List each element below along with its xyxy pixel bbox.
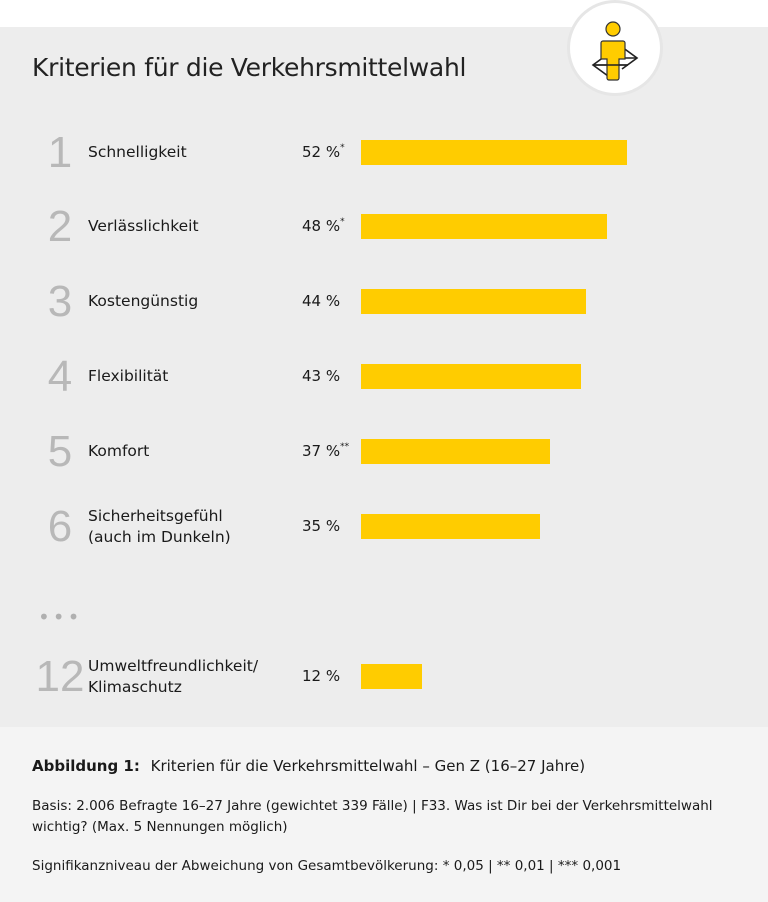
bar [361, 140, 627, 165]
caption-area [0, 727, 768, 902]
significance-marker: * [340, 217, 345, 227]
value-text: 52 % [302, 143, 341, 161]
value-text: 44 % [302, 292, 341, 310]
value-label: 12 % [302, 667, 340, 685]
category-label-line: Klimaschutz [88, 678, 182, 696]
category-label-line: (auch im Dunkeln) [88, 528, 231, 546]
category-label-line: Verlässlichkeit [88, 217, 199, 235]
value-label: 48 %* [302, 217, 345, 235]
significance-note: Signifikanzniveau der Abweichung von Ges… [32, 858, 622, 874]
value-text: 43 % [302, 367, 341, 385]
value-text: 37 % [302, 442, 341, 460]
basis-note: Basis: 2.006 Befragte 16–27 Jahre (gewic… [32, 798, 713, 835]
significance-marker: ** [340, 442, 350, 452]
bar [361, 214, 607, 239]
category-label-line: Komfort [88, 442, 150, 460]
value-label: 37 %** [302, 442, 349, 460]
significance-marker: * [340, 143, 345, 153]
bar [361, 664, 423, 689]
value-text: 35 % [302, 517, 341, 535]
value-label: 44 % [302, 292, 340, 310]
ellipsis: ••• [38, 605, 83, 629]
rank-number: 12 [35, 652, 85, 701]
value-label: 43 % [302, 367, 340, 385]
value-label: 52 %* [302, 143, 345, 161]
rank-number: 1 [47, 128, 73, 177]
person-arrows-left-right-icon [570, 3, 660, 93]
bar [361, 514, 541, 539]
category-label: Sicherheitsgefühl (auch im Dunkeln) [88, 506, 231, 548]
category-label: Flexibilität [88, 366, 168, 387]
category-label: Kostengünstig [88, 291, 198, 312]
rank-number: 4 [47, 352, 73, 401]
category-label-line: Sicherheitsgefühl [88, 507, 223, 525]
rank-number: 3 [47, 277, 73, 326]
category-label-line: Kostengünstig [88, 292, 199, 310]
figure-title: Kriterien für die Verkehrsmittelwahl – G… [150, 757, 586, 775]
category-label: Schnelligkeit [88, 142, 187, 163]
category-label: Verlässlichkeit [88, 216, 199, 237]
chart-title: Kriterien für die Verkehrsmittelwahl [32, 53, 467, 82]
category-label: Komfort [88, 441, 149, 462]
category-label-line: Flexibilität [88, 367, 169, 385]
rank-number: 2 [47, 202, 73, 251]
value-text: 48 % [302, 217, 341, 235]
value-text: 12 % [302, 667, 341, 685]
figure-label: Abbildung 1: [32, 757, 140, 775]
category-label-line: Schnelligkeit [88, 143, 187, 161]
bar [361, 439, 551, 464]
bar [361, 364, 581, 389]
rank-number: 6 [47, 502, 73, 551]
bar [361, 289, 587, 314]
rank-number: 5 [47, 427, 73, 476]
category-label: Umweltfreundlichkeit/Klimaschutz [88, 656, 258, 698]
category-label-line: Umweltfreundlichkeit/ [88, 657, 259, 675]
value-label: 35 % [302, 517, 340, 535]
figure-caption: Abbildung 1: Kriterien für die Verkehrsm… [32, 756, 752, 777]
